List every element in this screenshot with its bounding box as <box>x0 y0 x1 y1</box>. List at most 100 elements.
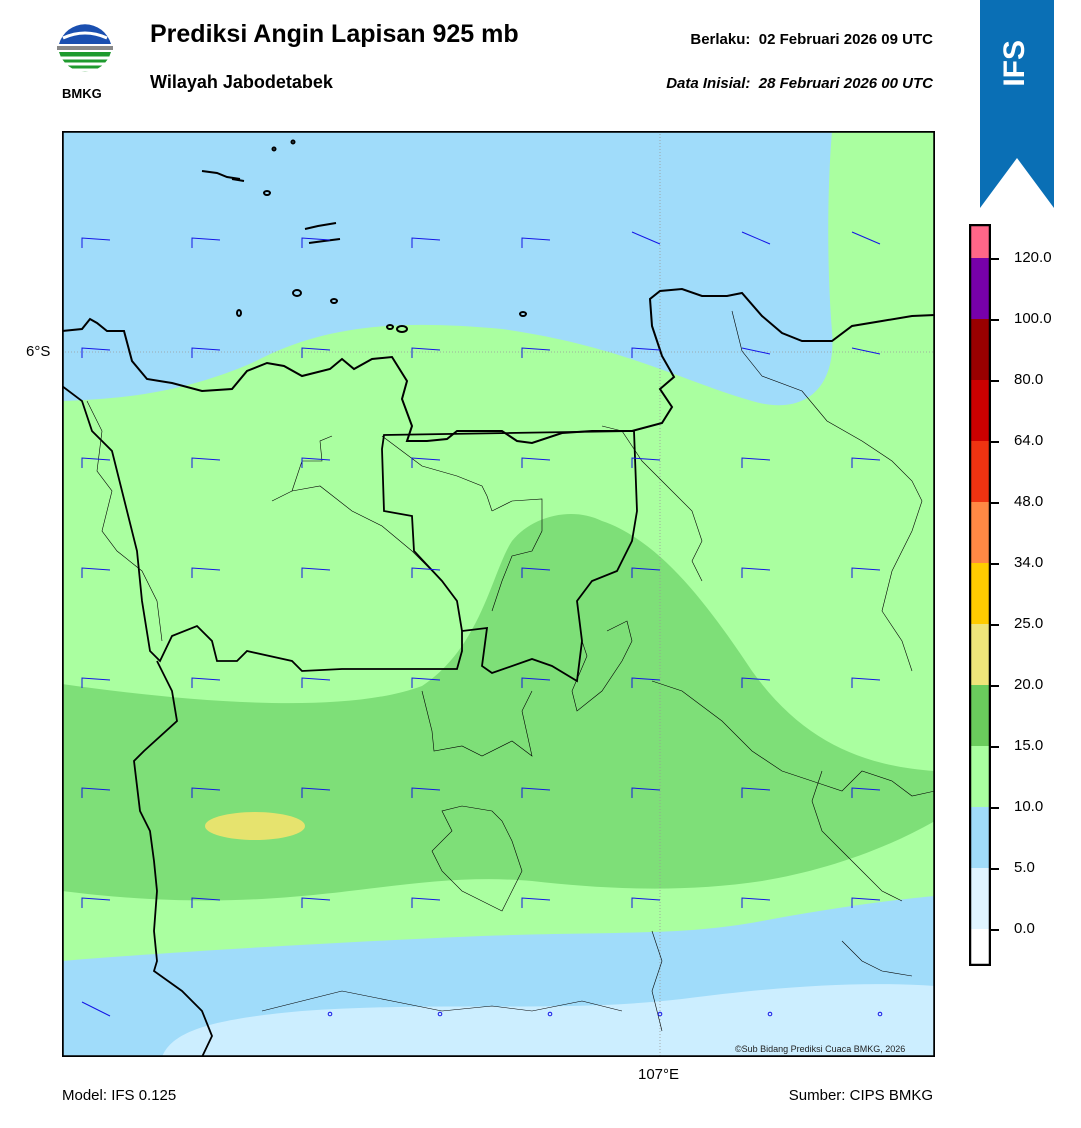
wind-barb <box>851 347 881 355</box>
model-badge-label: IFS <box>998 40 1031 87</box>
calm-marker <box>877 1011 883 1017</box>
colorbar-segment <box>969 807 991 868</box>
wind-barb <box>631 347 661 358</box>
wind-barb <box>191 787 221 798</box>
page-title: Prediksi Angin Lapisan 925 mb <box>150 20 519 48</box>
wind-barb <box>411 457 441 468</box>
calm-marker <box>767 1011 773 1017</box>
wind-barb <box>301 897 331 908</box>
wind-barb <box>411 677 441 688</box>
lat-label: 6°S <box>26 343 51 360</box>
colorbar-tick <box>991 563 999 565</box>
colorbar-tick <box>991 929 999 931</box>
valid-label: Berlaku: <box>690 31 751 48</box>
calm-marker <box>437 1011 443 1017</box>
source-footer: Sumber: CIPS BMKG <box>788 1087 933 1104</box>
wind-map <box>61 130 936 1058</box>
calm-marker <box>657 1011 663 1017</box>
wind-barb <box>631 567 661 578</box>
wind-barb <box>631 677 661 688</box>
province-boundary-west <box>133 660 213 1057</box>
wind-barb <box>81 787 111 798</box>
colorbar-tick <box>991 868 999 870</box>
page-subtitle: Wilayah Jabodetabek <box>150 72 333 92</box>
init-time: Data Inisial: 28 Februari 2026 00 UTC <box>666 75 933 92</box>
colorbar-segment <box>969 380 991 441</box>
wind-barb <box>521 347 551 358</box>
colorbar-label: 120.0 <box>1014 249 1052 266</box>
wind-barb <box>521 787 551 798</box>
colorbar-tick <box>991 502 999 504</box>
wind-barb <box>521 457 551 468</box>
colorbar-segment <box>969 258 991 319</box>
wind-barb <box>741 567 771 578</box>
wind-barb <box>741 347 771 355</box>
colorbar-segment <box>969 929 991 966</box>
wind-barb <box>851 567 881 578</box>
wind-barb <box>741 677 771 688</box>
wind-barb <box>81 457 111 468</box>
wind-barb <box>191 567 221 578</box>
colorbar-label: 80.0 <box>1014 371 1044 388</box>
band-5-10-north <box>62 131 833 406</box>
colorbar-label: 5.0 <box>1014 859 1035 876</box>
init-label: Data Inisial: <box>666 75 751 92</box>
colorbar-tick <box>991 258 999 260</box>
wind-barb <box>81 1001 111 1017</box>
wind-barb <box>191 347 221 358</box>
colorbar-segment <box>969 624 991 685</box>
wind-barb <box>301 237 331 248</box>
colorbar-label: 25.0 <box>1014 615 1044 632</box>
wind-barb <box>631 897 661 908</box>
wind-barb <box>741 457 771 468</box>
ribbon-icon <box>980 0 1054 208</box>
wind-barb <box>851 457 881 468</box>
wind-barb <box>741 897 771 908</box>
colorbar-tick <box>991 685 999 687</box>
colorbar-segment <box>969 563 991 624</box>
wind-barb <box>81 237 111 248</box>
wind-barbs <box>81 231 883 1017</box>
colorbar-segment <box>969 319 991 380</box>
colorbar-tick <box>991 380 999 382</box>
wind-barb <box>521 237 551 248</box>
calm-marker <box>547 1011 553 1017</box>
bmkg-logo <box>53 20 117 86</box>
wind-barb <box>81 347 111 358</box>
colorbar-tick <box>991 624 999 626</box>
wind-barb <box>851 897 881 908</box>
wind-barb <box>741 787 771 798</box>
copyright-text: ©Sub Bidang Prediksi Cuaca BMKG, 2026 <box>735 1044 906 1054</box>
colorbar-segment <box>969 685 991 746</box>
colorbar-label: 0.0 <box>1014 920 1035 937</box>
thousand-islands <box>201 139 527 333</box>
wind-barb <box>631 787 661 798</box>
wind-barb <box>741 231 771 245</box>
wind-barb <box>191 677 221 688</box>
coastline <box>62 287 935 445</box>
band-0-5 <box>162 984 935 1057</box>
model-badge <box>980 0 1054 208</box>
wind-barb <box>411 347 441 358</box>
model-footer: Model: IFS 0.125 <box>62 1087 177 1104</box>
wind-barb <box>301 347 331 358</box>
wind-barb <box>301 677 331 688</box>
colorbar-segment <box>969 224 991 258</box>
wind-barb <box>81 567 111 578</box>
calm-marker <box>327 1011 333 1017</box>
bmkg-logo-icon <box>56 21 114 79</box>
wind-barb <box>521 567 551 578</box>
wind-barb <box>521 897 551 908</box>
colorbar-svg <box>968 223 992 967</box>
colorbar-label: 20.0 <box>1014 676 1044 693</box>
wind-barb <box>301 457 331 468</box>
valid-value: 02 Februari 2026 09 UTC <box>758 31 933 48</box>
wind-barb <box>851 677 881 688</box>
colorbar-tick <box>991 807 999 809</box>
wind-barb <box>411 787 441 798</box>
wind-barb <box>411 897 441 908</box>
colorbar-segment <box>969 746 991 807</box>
colorbar-label: 15.0 <box>1014 737 1044 754</box>
wind-barb <box>631 457 661 468</box>
band-15-20 <box>62 513 935 901</box>
